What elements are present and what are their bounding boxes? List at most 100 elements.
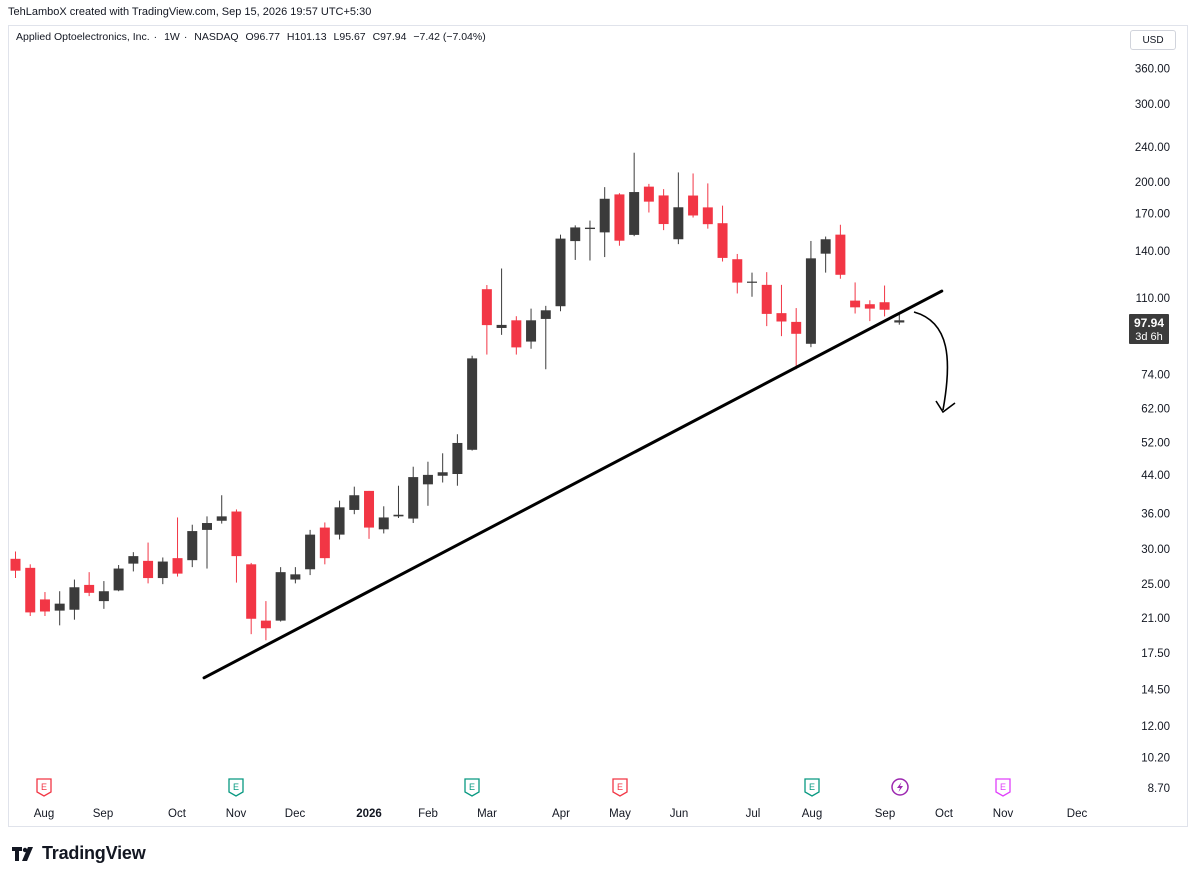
time-tick-label: May <box>609 808 631 820</box>
candle <box>275 567 286 622</box>
time-tick-label: Oct <box>935 808 954 820</box>
candle <box>584 220 595 261</box>
earnings-marker-icon[interactable]: E <box>612 778 628 797</box>
candle-body <box>260 620 271 629</box>
candle-body <box>172 558 183 574</box>
time-tick-label: Dec <box>285 808 306 820</box>
price-tick-label: 74.00 <box>1141 369 1170 381</box>
earnings-marker-icon[interactable]: E <box>228 778 244 797</box>
time-tick-label: 2026 <box>356 808 382 820</box>
symbol-name[interactable]: Applied Optoelectronics, Inc. <box>16 31 150 43</box>
candle-body <box>879 302 890 310</box>
currency-button[interactable]: USD <box>1130 30 1176 50</box>
price-tick-label: 25.00 <box>1141 579 1170 591</box>
candle <box>10 551 21 579</box>
candle <box>349 486 360 515</box>
tradingview-brand: TradingView <box>42 843 146 863</box>
candle-body <box>364 490 375 528</box>
time-tick-label: Nov <box>226 808 247 820</box>
tradingview-footer[interactable]: TradingView <box>12 843 146 864</box>
candle <box>481 285 492 355</box>
candle <box>334 500 345 540</box>
candle <box>732 253 743 294</box>
candle <box>187 524 198 568</box>
dividend-bolt-icon[interactable] <box>891 778 909 796</box>
candle-body <box>408 477 419 519</box>
price-tick-label: 52.00 <box>1141 438 1170 450</box>
candle <box>98 581 109 609</box>
candle <box>84 572 95 597</box>
time-tick-label: Jul <box>746 808 761 820</box>
candle <box>643 183 654 213</box>
price-tick-label: 10.20 <box>1141 752 1170 764</box>
price-axis[interactable]: 360.00 300.00 240.00 200.00 170.00 140.00 110.… <box>1135 64 1170 796</box>
candle-body <box>614 194 625 241</box>
time-tick-label: Aug <box>802 808 822 820</box>
candle <box>408 466 419 524</box>
candle-body <box>187 531 198 561</box>
candle <box>599 187 610 258</box>
price-tick-label: 170.00 <box>1135 209 1170 221</box>
candle <box>805 240 816 348</box>
candle-body <box>805 258 816 344</box>
candle-body <box>526 320 537 342</box>
symbol-interval[interactable]: 1W <box>164 31 180 43</box>
candle <box>290 567 301 584</box>
candle <box>143 542 154 584</box>
price-tick-label: 8.70 <box>1148 783 1170 795</box>
candle-body <box>113 568 124 591</box>
candle-body <box>216 516 227 521</box>
time-axis[interactable]: Aug Sep Oct Nov Dec 2026 Feb Mar Apr May Jun Jul Aug… <box>34 808 1088 820</box>
candles-group <box>10 152 905 641</box>
candle <box>216 495 227 524</box>
candle-body <box>864 304 875 309</box>
candle <box>496 268 507 335</box>
candle-body <box>349 495 360 510</box>
earnings-marker-icon[interactable]: E <box>804 778 820 797</box>
ohlc-low: L95.67 <box>333 31 366 43</box>
candle <box>658 189 669 231</box>
candle <box>128 552 139 572</box>
price-tick-label: 240.00 <box>1135 142 1170 154</box>
candle <box>422 461 433 506</box>
candle <box>850 282 861 314</box>
candle-body <box>732 259 743 283</box>
candle-body <box>452 442 463 475</box>
candle-body <box>643 186 654 202</box>
candle <box>157 557 168 585</box>
candle-body <box>39 599 50 612</box>
candle-body <box>467 358 478 450</box>
time-tick-label: Sep <box>875 808 895 820</box>
candle-body <box>747 281 757 283</box>
candle <box>39 592 50 617</box>
earnings-marker-icon[interactable]: E <box>464 778 480 797</box>
price-tick-label: 12.00 <box>1141 721 1170 733</box>
candle-body <box>54 603 65 611</box>
candle-body <box>231 511 242 557</box>
candle-body <box>658 195 669 225</box>
candle <box>820 236 831 273</box>
candle <box>673 172 684 245</box>
trendline[interactable] <box>202 289 944 680</box>
time-tick-label: Apr <box>552 808 570 820</box>
candle <box>614 193 625 246</box>
candle-body <box>275 572 286 621</box>
candle-body <box>702 207 713 225</box>
candle-body <box>98 591 109 602</box>
candle-body <box>10 558 21 571</box>
time-tick-label: Feb <box>418 808 438 820</box>
candle <box>717 205 728 262</box>
svg-text:E: E <box>617 782 623 792</box>
candle <box>201 516 212 569</box>
earnings-marker-icon[interactable]: E <box>995 778 1011 797</box>
candle-body <box>496 324 507 328</box>
earnings-marker-icon[interactable]: E <box>36 778 52 797</box>
candle-body <box>246 564 257 619</box>
svg-text:E: E <box>41 782 47 792</box>
svg-text:E: E <box>809 782 815 792</box>
price-tick-label: 30.00 <box>1141 544 1170 556</box>
candle <box>629 152 640 237</box>
candle <box>688 173 699 218</box>
candle <box>864 300 875 322</box>
